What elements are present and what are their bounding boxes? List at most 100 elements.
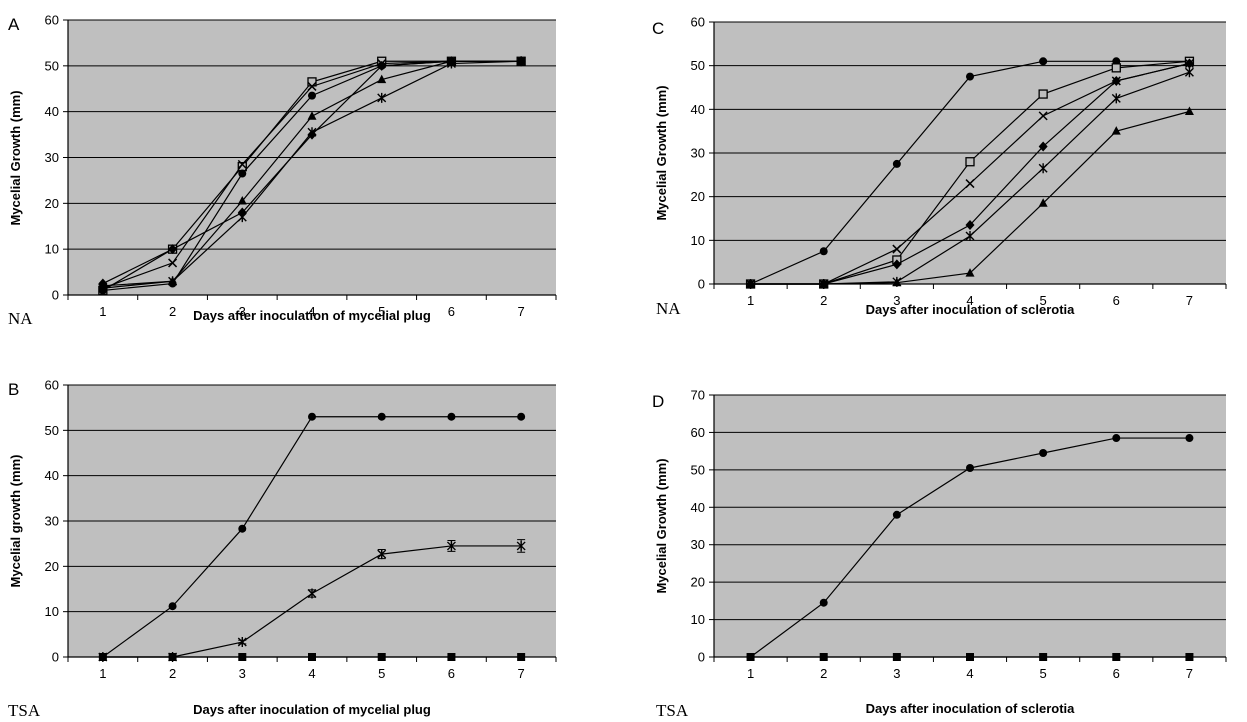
data-point <box>237 159 247 169</box>
x-tick-label: 5 <box>1040 666 1047 681</box>
x-axis-title: Days after inoculation of mycelial plug <box>193 702 431 717</box>
data-point <box>377 549 387 560</box>
data-point <box>1184 67 1194 78</box>
x-tick-label: 3 <box>893 666 900 681</box>
data-point <box>446 58 456 69</box>
data-point <box>168 653 177 661</box>
medium-label: NA <box>8 309 33 328</box>
y-tick-label: 50 <box>691 58 705 73</box>
data-point <box>237 212 247 223</box>
data-point <box>237 637 247 648</box>
panel-letter: D <box>652 392 664 411</box>
y-tick-label: 40 <box>45 468 59 483</box>
y-tick-label: 10 <box>45 604 59 619</box>
x-tick-label: 5 <box>378 666 385 681</box>
x-tick-label: 2 <box>169 666 176 681</box>
data-point <box>1111 126 1121 135</box>
x-tick-label: 1 <box>99 666 106 681</box>
y-tick-label: 30 <box>45 150 59 165</box>
chart-panel-b: 0 10 20 30 40 50 60 1 2 3 4 5 6 7 B Mycelial growth (mm… <box>8 378 557 720</box>
y-tick-label: 40 <box>691 500 705 515</box>
chart-panel-c: 0 10 20 30 40 50 60 1 2 3 4 5 6 7 C Mycelial Growth (mm… <box>652 15 1227 318</box>
x-tick-label: 1 <box>747 293 754 308</box>
y-tick-label: 50 <box>45 423 59 438</box>
data-point <box>98 653 107 661</box>
data-point <box>1038 198 1048 207</box>
panel-letter: B <box>8 380 19 399</box>
data-point <box>1185 653 1194 661</box>
data-point <box>237 196 247 205</box>
data-point <box>966 72 974 81</box>
x-tick-label: 3 <box>239 304 246 319</box>
chart-panel-d: 0 10 20 30 40 50 60 70 1 2 3 4 5 6 7 D Mycelial Growth (… <box>652 388 1227 720</box>
data-point <box>965 220 975 231</box>
medium-label: TSA <box>656 701 689 720</box>
data-point <box>517 412 526 421</box>
data-point <box>377 92 387 103</box>
data-point <box>892 277 902 287</box>
x-tick-label: 7 <box>518 304 525 319</box>
x-tick-label: 2 <box>820 666 827 681</box>
y-tick-label: 20 <box>691 575 705 590</box>
data-point <box>892 653 901 661</box>
data-point <box>819 247 828 256</box>
x-tick-label: 6 <box>1113 293 1120 308</box>
plot-area <box>714 395 1226 657</box>
data-point <box>307 588 317 599</box>
y-tick-label: 50 <box>45 58 59 73</box>
data-point <box>892 510 901 519</box>
y-tick-label: 10 <box>691 612 705 627</box>
x-tick-label: 4 <box>966 293 973 308</box>
x-tick-label: 7 <box>1186 666 1193 681</box>
y-tick-label: 60 <box>691 15 705 30</box>
y-tick-label: 50 <box>691 462 705 477</box>
data-point <box>516 56 526 67</box>
y-tick-label: 60 <box>45 13 59 28</box>
x-tick-label: 5 <box>1040 293 1047 308</box>
data-point <box>238 169 247 178</box>
x-tick-label: 1 <box>747 666 754 681</box>
data-point <box>238 524 247 533</box>
y-tick-label: 60 <box>45 378 59 393</box>
x-tick-label: 7 <box>518 666 525 681</box>
data-point <box>377 653 386 661</box>
data-point <box>1184 58 1194 69</box>
data-point <box>1039 57 1048 66</box>
x-tick-label: 6 <box>1113 666 1120 681</box>
y-tick-label: 0 <box>698 277 705 292</box>
data-point <box>516 540 526 551</box>
data-point <box>308 91 316 100</box>
data-point <box>308 653 316 661</box>
data-point <box>892 159 901 168</box>
data-point <box>1112 653 1121 661</box>
data-point <box>1038 89 1048 99</box>
data-point <box>1038 141 1048 152</box>
x-tick-label: 1 <box>99 304 106 319</box>
y-tick-label: 40 <box>45 104 59 119</box>
x-tick-label: 6 <box>448 666 455 681</box>
data-point <box>892 259 902 270</box>
data-point <box>965 179 975 189</box>
data-point <box>446 540 456 551</box>
y-axis-title: Mycelial Growth (mm) <box>654 85 669 220</box>
y-axis-title: Mycelial Growth (mm) <box>654 458 669 593</box>
x-axis-title: Days after inoculation of sclerotia <box>866 701 1076 716</box>
data-point <box>819 279 829 288</box>
series-star <box>98 56 526 294</box>
data-point <box>447 412 456 421</box>
data-point <box>1185 434 1194 443</box>
x-axis-title: Days after inoculation of sclerotia <box>866 302 1076 317</box>
data-point <box>168 276 178 287</box>
data-point <box>1039 449 1048 458</box>
data-point <box>966 463 974 472</box>
series-triangle <box>746 106 1194 288</box>
data-point <box>819 653 828 661</box>
y-tick-label: 40 <box>691 102 705 117</box>
y-axis-title: Mycelial Growth (mm) <box>8 90 23 225</box>
data-point <box>966 653 974 661</box>
x-axis-title: Days after inoculation of mycelial plug <box>193 308 431 323</box>
y-tick-label: 70 <box>691 388 705 403</box>
data-point <box>965 268 975 277</box>
y-tick-label: 30 <box>45 514 59 529</box>
